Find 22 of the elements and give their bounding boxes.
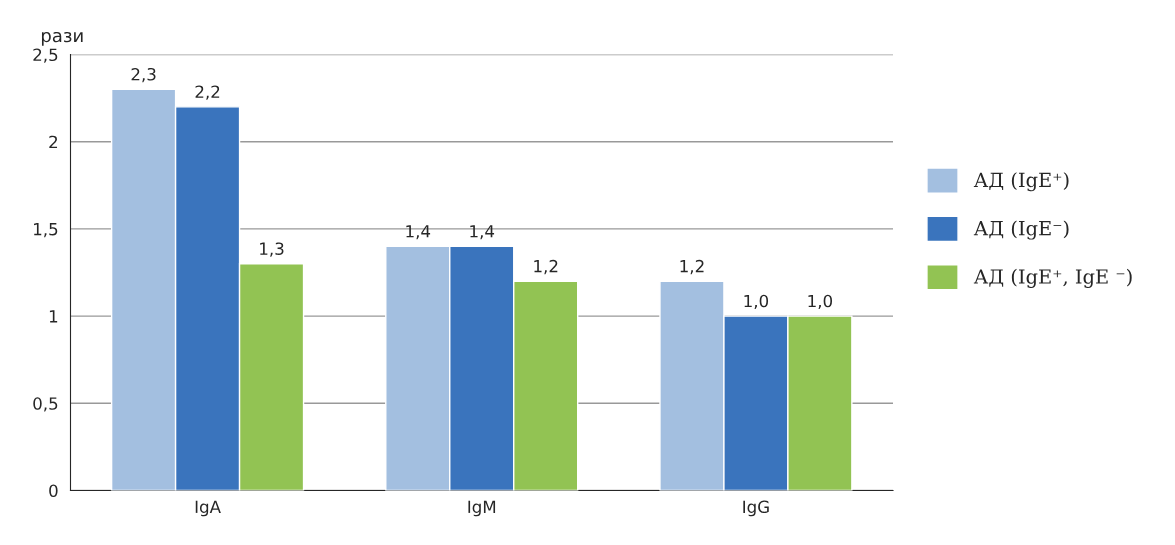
y-tick-label: 1,5	[34, 223, 58, 238]
data-label: 2,2	[195, 85, 220, 100]
data-label: 1,3	[260, 242, 284, 257]
x-tick-label: IgM	[468, 500, 496, 517]
data-label: 1,2	[680, 259, 704, 275]
x-tick-label: IgA	[195, 500, 221, 517]
data-label: 2,3	[131, 67, 156, 83]
data-label: 1,2	[534, 259, 558, 275]
data-label: 1,4	[470, 225, 495, 240]
legend-label: АД (IgE⁻)	[973, 220, 1069, 240]
legend-label: АД (IgE⁺, IgE ⁻)	[973, 268, 1132, 288]
y-tick-label: 2	[49, 135, 58, 149]
data-label: 1,4	[406, 225, 431, 240]
legend-label: АД (IgE⁺)	[973, 172, 1069, 192]
x-tick-label: IgG	[743, 500, 769, 517]
y-axis-title: рази	[41, 31, 83, 46]
y-tick-label: 2,5	[33, 48, 58, 63]
data-label: 1,0	[744, 294, 769, 310]
y-tick-label: 1	[49, 310, 58, 323]
data-label: 1,0	[808, 294, 833, 310]
y-tick-label: 0	[49, 484, 58, 498]
y-tick-label: 0,5	[33, 397, 58, 412]
